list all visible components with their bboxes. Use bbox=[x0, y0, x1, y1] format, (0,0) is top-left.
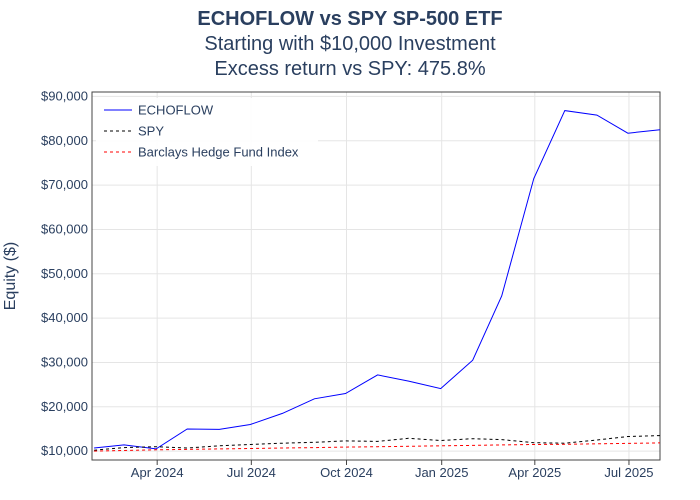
y-tick-label: $50,000 bbox=[41, 266, 88, 281]
y-tick-label: $70,000 bbox=[41, 177, 88, 192]
y-tick-label: $40,000 bbox=[41, 310, 88, 325]
y-tick-label: $80,000 bbox=[41, 133, 88, 148]
legend-label[interactable]: Barclays Hedge Fund Index bbox=[138, 145, 299, 160]
chart-subtitle-excess-return: Excess return vs SPY: 475.8% bbox=[214, 58, 486, 80]
x-tick-label: Apr 2024 bbox=[131, 465, 184, 480]
grid-lines bbox=[92, 92, 660, 460]
legend-label[interactable]: ECHOFLOW bbox=[138, 103, 214, 118]
y-tick-label: $30,000 bbox=[41, 354, 88, 369]
y-tick-label: $10,000 bbox=[41, 443, 88, 458]
x-tick-label: Apr 2025 bbox=[508, 465, 561, 480]
plot-frame bbox=[91, 91, 661, 461]
x-tick-label: Oct 2024 bbox=[320, 465, 373, 480]
x-tick-label: Jul 2024 bbox=[227, 465, 276, 480]
axes: $10,000 $20,000 $30,000 $40,000 $50,000 $60,0… bbox=[41, 88, 661, 480]
series-lines bbox=[94, 110, 661, 452]
x-tick-label: Jul 2025 bbox=[604, 465, 653, 480]
legend: ECHOFLOW SPY Barclays Hedge Fund Index bbox=[96, 98, 318, 166]
y-tick-label: $20,000 bbox=[41, 399, 88, 414]
series-line-echoflow bbox=[94, 110, 661, 450]
legend-label[interactable]: SPY bbox=[138, 124, 164, 139]
series-line-spy bbox=[94, 435, 661, 451]
y-tick-label: $90,000 bbox=[41, 88, 88, 103]
legend-background bbox=[96, 98, 318, 166]
y-axis-label: Equity ($) bbox=[2, 242, 19, 310]
y-tick-label: $60,000 bbox=[41, 221, 88, 236]
chart-title: ECHOFLOW vs SPY SP-500 ETF bbox=[197, 8, 503, 30]
x-tick-label: Jan 2025 bbox=[415, 465, 469, 480]
series-line-barclays-hedge-fund-index bbox=[94, 442, 661, 452]
chart-subtitle: Starting with $10,000 Investment bbox=[204, 33, 496, 55]
